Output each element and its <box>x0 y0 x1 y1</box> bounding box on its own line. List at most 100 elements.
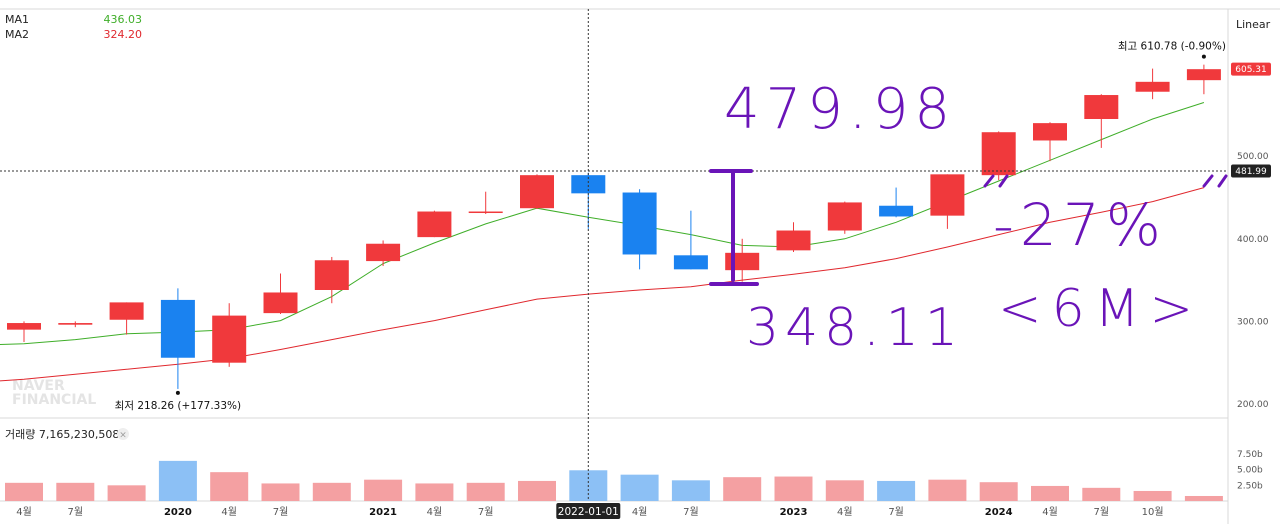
last-price-badge-text: 605.31 <box>1235 65 1267 75</box>
handwritten-change: -27% <box>993 191 1167 259</box>
crosshair-price-badge-text: 481.99 <box>1235 167 1267 177</box>
volume-tick-label: 5.00b <box>1237 466 1263 476</box>
volume-bar <box>518 480 556 501</box>
crosshair-price-badge <box>1231 164 1271 178</box>
candle <box>776 222 811 252</box>
price-axis-ticks: 500.00 400.00 300.00 200.00 <box>1237 152 1269 410</box>
volume-bar <box>1082 487 1121 501</box>
volume-bar <box>107 485 146 501</box>
ma2-legend-label: MA2 <box>5 28 29 41</box>
volume-bar <box>364 479 403 501</box>
time-axis-label: 4월 <box>427 506 443 518</box>
price-tick-label: 200.00 <box>1237 400 1269 410</box>
price-tick-label: 500.00 <box>1237 152 1269 162</box>
volume-bar <box>312 482 351 501</box>
candle-body <box>673 255 708 270</box>
handwritten-low-value: 348.11 <box>746 298 964 358</box>
candle-body <box>571 175 606 194</box>
candle-body <box>725 252 760 271</box>
candle-body <box>930 174 965 216</box>
candle <box>725 238 760 282</box>
candle-body <box>417 211 452 238</box>
time-axis-label: 7월 <box>888 506 904 518</box>
candles <box>7 64 1221 389</box>
volume-bar <box>825 480 864 501</box>
candle <box>314 256 349 304</box>
volume-label: 거래량 7,165,230,508 <box>5 428 119 441</box>
ma1-legend-value: 436.03 <box>104 13 143 26</box>
handwritten-high-value: 479.98 <box>724 77 956 142</box>
high-marker <box>1201 54 1206 59</box>
candle <box>468 191 503 214</box>
volume-bar <box>1031 485 1069 501</box>
candle-body <box>520 175 554 209</box>
candle <box>879 187 914 218</box>
volume-bar <box>979 482 1018 501</box>
volume-close-button[interactable] <box>117 428 129 440</box>
volume-bar <box>671 480 710 501</box>
volume-bar <box>1184 495 1223 501</box>
candle-body <box>212 315 247 363</box>
time-axis-label: 7월 <box>478 506 494 518</box>
volume-bar <box>774 476 813 501</box>
watermark-line-2: FINANCIAL <box>12 392 96 408</box>
volume-bar <box>415 483 454 501</box>
crosshair-date-badge <box>556 503 621 519</box>
candle <box>160 288 195 389</box>
crosshair-date-badge-text: 2022-01-01 <box>558 506 619 518</box>
volume-bar <box>158 460 197 501</box>
time-axis-label: 7월 <box>68 506 84 518</box>
time-axis-label: 4월 <box>221 506 237 518</box>
candle <box>622 189 657 270</box>
quote-marks-icon <box>983 174 1228 188</box>
volume-tick-label: 7.50b <box>1237 450 1263 460</box>
time-axis-label: 2023 <box>780 507 808 518</box>
volume-bar <box>928 479 967 501</box>
price-tick-label: 400.00 <box>1237 235 1269 245</box>
close-icon[interactable]: × <box>119 431 127 441</box>
time-axis: 4월 7월 2020 4월 7월 2021 4월 7월 4월 7월 2023 4월 7월 2024 4월 7월… <box>16 506 1163 518</box>
time-axis-label: 4월 <box>1042 506 1058 518</box>
low-annotation: 최저 218.26 (+177.33%) <box>115 400 241 412</box>
last-price-badge <box>1231 62 1271 76</box>
volume-bar <box>877 480 916 501</box>
handwritten-period: <6M> <box>998 279 1203 339</box>
candle-body <box>879 205 914 217</box>
candle-body <box>1186 69 1221 81</box>
candle-body <box>1084 95 1119 119</box>
candle <box>263 273 298 314</box>
volume-bar <box>210 472 249 501</box>
candle-body <box>263 292 298 314</box>
candle-body <box>1033 123 1067 141</box>
candle-body <box>366 243 401 262</box>
price-tick-label: 300.00 <box>1237 317 1269 327</box>
time-axis-label: 2020 <box>164 507 192 518</box>
candle-body <box>981 132 1016 176</box>
candle-body <box>1135 81 1170 92</box>
candle <box>930 174 965 229</box>
range-bracket-icon <box>709 169 759 286</box>
candle <box>109 302 144 335</box>
volume-bar <box>1133 490 1172 501</box>
candle <box>212 303 247 367</box>
time-axis-label: 2021 <box>369 507 397 518</box>
candle-body <box>7 323 41 330</box>
time-axis-label: 4월 <box>632 506 648 518</box>
candle-body <box>776 230 811 251</box>
ma1-legend-label: MA1 <box>5 13 29 26</box>
volume-tick-label: 2.50b <box>1237 481 1263 491</box>
time-axis-label: 2024 <box>985 507 1013 518</box>
volume-bar <box>261 483 300 501</box>
scale-mode-button[interactable]: Linear <box>1236 18 1271 31</box>
candle <box>1033 122 1067 162</box>
time-axis-label: 7월 <box>1094 506 1110 518</box>
candle <box>1135 68 1170 100</box>
candle-body <box>160 299 195 358</box>
candle <box>1084 94 1119 148</box>
volume-bar <box>5 482 43 501</box>
candle <box>981 131 1016 181</box>
volume-bars <box>5 460 1223 501</box>
low-marker <box>175 390 180 395</box>
